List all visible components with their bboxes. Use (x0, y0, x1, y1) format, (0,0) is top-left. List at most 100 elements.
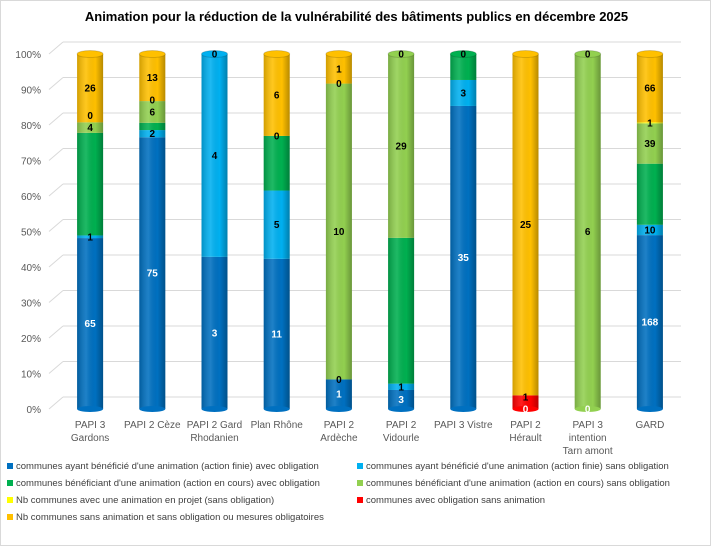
x-tick-label: PAPI 2 Cèze (124, 420, 181, 431)
x-tick-label: Vidourle (383, 433, 420, 444)
x-tick-label: PAPI 2 (386, 420, 417, 431)
bar-4 (325, 50, 353, 412)
bar-shading (388, 54, 415, 409)
data-label: 25 (520, 220, 532, 231)
data-label: 3 (212, 328, 218, 339)
data-label: 75 (147, 269, 159, 280)
bar-base (450, 406, 477, 412)
y-tick-label: 70% (21, 157, 41, 168)
bar-shading (512, 54, 539, 409)
y-tick-label: 50% (21, 228, 41, 239)
data-label: 0 (585, 50, 591, 61)
data-label: 5 (274, 220, 280, 231)
bar-7 (512, 50, 539, 412)
legend-entry: communes ayant bénéficié d'une animation… (7, 461, 357, 472)
data-label: 6 (150, 107, 156, 118)
data-label: 0 (336, 375, 342, 386)
x-tick-label: PAPI 3 (75, 420, 106, 431)
data-label: 4 (212, 151, 218, 162)
data-label: 13 (147, 73, 159, 84)
chart-title: Animation pour la réduction de la vulnér… (84, 9, 629, 24)
data-label: 3 (461, 88, 467, 99)
bar-top (636, 50, 664, 58)
bar-shading (77, 54, 104, 409)
legend-swatch (357, 480, 363, 486)
bar-8 (574, 50, 602, 412)
gridline-depth (48, 112, 64, 126)
y-tick-label: 40% (21, 263, 41, 274)
legend-swatch (7, 497, 13, 503)
data-label: 0 (212, 50, 218, 61)
data-label: 66 (644, 84, 656, 95)
legend-swatch (7, 480, 13, 486)
bar-top (263, 50, 291, 58)
bar-base (201, 406, 228, 412)
data-label: 0 (150, 95, 156, 106)
x-tick-label: PAPI 3 (573, 420, 604, 431)
x-tick-label: PAPI 2 (324, 420, 355, 431)
data-label: 6 (585, 227, 591, 238)
bar-top (449, 50, 477, 58)
data-label: 0 (523, 405, 529, 416)
bar-base (325, 406, 352, 412)
gridline-depth (48, 254, 64, 268)
data-label: 29 (396, 141, 408, 152)
legend-label: communes bénéficiant d'une animation (ac… (16, 478, 320, 489)
bar-base (512, 406, 539, 412)
data-label: 1 (336, 390, 342, 401)
bar-base (574, 406, 601, 412)
data-label: 1 (398, 382, 404, 393)
gridline-depth (48, 41, 64, 55)
data-label: 168 (642, 318, 659, 329)
gridline-depth (48, 183, 64, 197)
y-tick-label: 20% (21, 334, 41, 345)
data-label: 65 (85, 319, 97, 330)
x-tick-label: PAPI 3 Vistre (434, 420, 493, 431)
bar-base (636, 406, 663, 412)
gridline-depth (48, 290, 64, 303)
data-label: 0 (461, 50, 467, 61)
y-tick-label: 10% (21, 370, 41, 381)
legend-swatch (357, 497, 363, 503)
legend-entry: communes ayant bénéficié d'une animation… (357, 461, 707, 472)
legend-swatch (7, 463, 13, 469)
legend-swatch (7, 514, 13, 520)
data-label: 26 (85, 84, 97, 95)
legend-entry: communes bénéficiant d'une animation (ac… (7, 478, 357, 489)
gridline-depth (48, 77, 64, 90)
plot-area: 0%10%20%30%40%50%60%70%80%90%100%6514026… (15, 41, 681, 457)
legend-entry: communes avec obligation sans animation (357, 495, 707, 506)
x-tick-label: GARD (635, 420, 664, 431)
legend-label: communes ayant bénéficié d'une animation… (366, 461, 669, 472)
bar-2 (201, 50, 228, 412)
bar-6 (449, 50, 477, 412)
bar-base (388, 406, 415, 412)
bar-shading (636, 54, 663, 409)
data-label: 10 (644, 225, 656, 236)
bar-shading (139, 54, 166, 409)
bar-9 (636, 50, 664, 412)
data-label: 2 (150, 129, 156, 140)
bar-top (387, 50, 415, 58)
y-tick-label: 100% (15, 50, 41, 61)
y-tick-label: 30% (21, 299, 41, 310)
bar-shading (574, 54, 601, 409)
x-tick-label: Plan Rhône (251, 420, 304, 431)
x-tick-label: Tarn amont (563, 446, 613, 457)
data-label: 0 (274, 131, 280, 142)
legend: communes ayant bénéficié d'une animation… (7, 461, 707, 529)
y-tick-label: 90% (21, 86, 41, 97)
x-tick-label: Hérault (509, 433, 541, 444)
bar-shading (450, 54, 477, 409)
bar-base (139, 406, 166, 412)
data-label: 4 (87, 123, 93, 134)
bar-base (263, 406, 290, 412)
x-tick-label: Rhodanien (190, 433, 238, 444)
bar-top (201, 50, 228, 58)
data-label: 0 (87, 111, 93, 122)
y-tick-label: 0% (27, 405, 42, 416)
data-label: 11 (271, 329, 282, 340)
legend-label: Nb communes sans animation et sans oblig… (16, 512, 324, 523)
bar-1 (138, 50, 166, 412)
